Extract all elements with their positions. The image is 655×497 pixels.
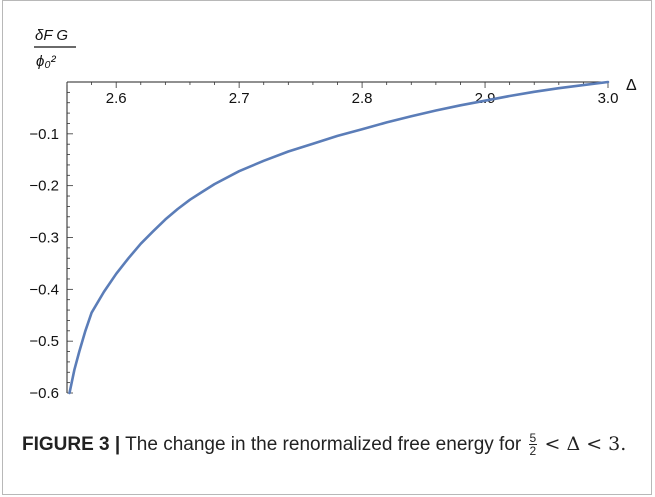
caption-fraction-numerator: 5 — [528, 431, 538, 446]
figure-caption: FIGURE 3 | The change in the renormalize… — [22, 432, 642, 457]
caption-fraction-denominator: 2 — [529, 444, 537, 459]
y-tick-label: −0.6 — [29, 385, 59, 402]
x-tick-labels: 2.6 2.7 2.8 2.9 3.0 — [106, 90, 619, 107]
x-tick-label: 2.6 — [106, 90, 127, 107]
y-tick-label: −0.2 — [29, 178, 59, 195]
caption-fraction: 5 2 — [528, 431, 538, 459]
y-tick-label: −0.1 — [29, 126, 59, 143]
x-tick-label: 2.8 — [352, 90, 373, 107]
y-axis-label: δF G ϕ₀² — [34, 27, 76, 70]
y-axis-label-denominator: ϕ₀² — [36, 53, 57, 70]
y-axis-label-numerator: δF G — [35, 27, 68, 44]
y-tick-label: −0.5 — [29, 333, 59, 350]
x-tick-label: 3.0 — [598, 90, 619, 107]
tick-marks — [66, 81, 609, 394]
series-group — [68, 80, 610, 395]
x-axis-label: Δ — [626, 77, 637, 94]
y-tick-label: −0.4 — [29, 281, 59, 298]
caption-label: FIGURE 3 | — [22, 434, 121, 455]
caption-text: The change in the renormalized free ener… — [125, 434, 522, 455]
y-tick-label: −0.3 — [29, 230, 59, 247]
x-tick-label: 2.7 — [229, 90, 250, 107]
series-line — [68, 80, 610, 395]
y-tick-labels: −0.1 −0.2 −0.3 −0.4 −0.5 −0.6 — [29, 126, 59, 402]
caption-math: < Δ < 3. — [544, 433, 627, 455]
